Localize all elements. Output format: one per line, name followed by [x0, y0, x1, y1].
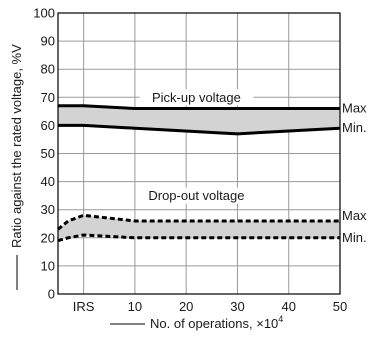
- y-tick-label-70: 70: [41, 90, 55, 105]
- band-0-max-line: [58, 104, 340, 111]
- x-tick-label-IRS: IRS: [73, 299, 95, 314]
- band-0-min-label: Min.: [342, 120, 367, 135]
- x-axis-label-exponent: 4: [278, 314, 283, 324]
- y-tick-label-0: 0: [48, 287, 55, 302]
- y-tick-label-40: 40: [41, 174, 55, 189]
- y-tick-label-90: 90: [41, 34, 55, 49]
- plot-frame: [57, 12, 341, 295]
- y-tick-label-50: 50: [41, 146, 55, 161]
- band-1-name: Drop-out voltage: [148, 188, 244, 203]
- band-1-min-label: Min.: [342, 230, 367, 245]
- band-1-max-label: Max: [342, 208, 367, 223]
- band-1-min-line: [57, 233, 340, 243]
- band-1-max-line: [57, 213, 340, 231]
- y-tick-label-80: 80: [41, 62, 55, 77]
- band-0-max-label: Max: [342, 101, 367, 116]
- y-tick-label-30: 30: [41, 202, 55, 217]
- y-tick-label-60: 60: [41, 118, 55, 133]
- x-tick-label-30: 30: [230, 299, 244, 314]
- band-0-min-line: [58, 123, 341, 136]
- x-tick-label-20: 20: [179, 299, 193, 314]
- x-tick-label-10: 10: [128, 299, 142, 314]
- band-0-name: Pick-up voltage: [152, 90, 241, 105]
- x-tick-label-40: 40: [281, 299, 295, 314]
- x-tick-label-50: 50: [333, 299, 347, 314]
- y-tick-label-100: 100: [33, 6, 55, 21]
- band-1-name-bg: [137, 187, 256, 204]
- y-tick-label-20: 20: [41, 230, 55, 245]
- x-axis-label: No. of operations, ×104: [150, 314, 283, 331]
- y-tick-label-10: 10: [41, 258, 55, 273]
- y-axis-label: Ratio against the rated voltage, %V: [9, 44, 24, 248]
- band-0-name-bg: [139, 89, 254, 106]
